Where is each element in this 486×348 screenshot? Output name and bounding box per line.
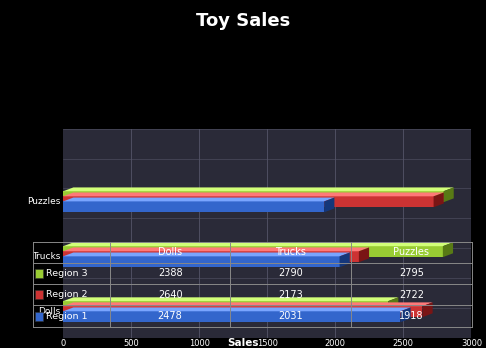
Text: 2031: 2031 — [278, 311, 303, 321]
FancyBboxPatch shape — [35, 290, 43, 299]
Text: Dolls: Dolls — [158, 247, 182, 257]
Text: 2388: 2388 — [158, 268, 182, 278]
Text: 2790: 2790 — [278, 268, 303, 278]
FancyBboxPatch shape — [35, 311, 43, 321]
Polygon shape — [63, 129, 471, 338]
Polygon shape — [388, 297, 399, 312]
Text: Sales: Sales — [227, 338, 259, 348]
Polygon shape — [422, 302, 433, 317]
Polygon shape — [63, 196, 434, 207]
Text: Region 1: Region 1 — [46, 311, 87, 321]
Polygon shape — [63, 302, 433, 306]
Text: Trucks: Trucks — [275, 247, 306, 257]
Polygon shape — [400, 307, 411, 322]
Polygon shape — [63, 301, 388, 312]
Polygon shape — [63, 307, 411, 311]
Text: Region 3: Region 3 — [46, 269, 88, 278]
Polygon shape — [63, 253, 350, 256]
Polygon shape — [63, 246, 443, 257]
Polygon shape — [63, 242, 453, 246]
Text: 2640: 2640 — [158, 290, 182, 300]
Text: 2795: 2795 — [399, 268, 424, 278]
Polygon shape — [359, 247, 369, 262]
Polygon shape — [63, 188, 454, 191]
Polygon shape — [443, 242, 453, 257]
Text: Toy Sales: Toy Sales — [196, 12, 290, 30]
Polygon shape — [444, 188, 454, 202]
Polygon shape — [63, 192, 444, 196]
Polygon shape — [324, 198, 334, 212]
Polygon shape — [63, 311, 400, 322]
Polygon shape — [434, 192, 444, 207]
Polygon shape — [340, 253, 350, 267]
Text: 2478: 2478 — [158, 311, 182, 321]
Polygon shape — [63, 201, 324, 212]
Polygon shape — [63, 191, 444, 202]
FancyBboxPatch shape — [35, 269, 43, 278]
Polygon shape — [63, 297, 399, 301]
Polygon shape — [63, 256, 340, 267]
Text: 1918: 1918 — [399, 311, 424, 321]
Polygon shape — [63, 306, 422, 317]
Polygon shape — [63, 251, 359, 262]
Text: 2722: 2722 — [399, 290, 424, 300]
Text: 2173: 2173 — [278, 290, 303, 300]
Text: Region 2: Region 2 — [46, 290, 87, 299]
Text: Puzzles: Puzzles — [393, 247, 429, 257]
Polygon shape — [63, 247, 369, 251]
Polygon shape — [63, 198, 334, 201]
